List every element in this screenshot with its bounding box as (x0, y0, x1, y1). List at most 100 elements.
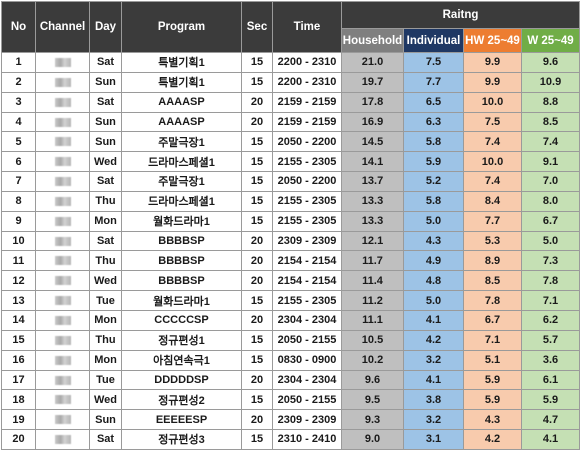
cell-individual: 6.3 (403, 111, 464, 133)
cell-channel (35, 429, 90, 450)
cell-household: 14.5 (341, 131, 404, 153)
cell-day: Sun (89, 131, 122, 153)
cell-time: 2155 - 2305 (272, 190, 342, 212)
redacted-channel-logo (54, 97, 71, 107)
cell-hw-25-49: 4.3 (463, 409, 522, 431)
redacted-channel-logo (54, 196, 71, 206)
cell-channel (35, 230, 90, 252)
cell-channel (35, 349, 90, 371)
cell-w-25-49: 4.7 (520, 409, 581, 431)
table-row: 18 Wed 정규편성2 15 2050 - 2155 9.5 3.8 5.9 5.9 (1, 389, 581, 411)
cell-sec: 15 (241, 52, 273, 73)
cell-sec: 20 (241, 250, 273, 272)
cell-program: 특별기획1 (121, 71, 242, 93)
cell-channel (35, 309, 90, 331)
table-row: 8 Thu 드라마스페셜1 15 2155 - 2305 13.3 5.8 8.4 8.0 (1, 190, 581, 212)
redacted-channel-logo (54, 415, 71, 425)
table-row: 10 Sat BBBBSP 20 2309 - 2309 12.1 4.3 5.3 5.0 (1, 230, 581, 252)
cell-individual: 3.2 (403, 349, 464, 371)
cell-day: Sat (89, 171, 122, 192)
cell-hw-25-49: 7.7 (463, 210, 522, 232)
cell-household: 13.3 (341, 210, 404, 232)
cell-household: 17.8 (341, 91, 404, 113)
redacted-channel-logo (54, 77, 71, 87)
cell-no: 20 (1, 429, 36, 450)
cell-sec: 15 (241, 329, 273, 351)
cell-program: DDDDDSP (121, 369, 242, 391)
cell-sec: 15 (241, 151, 273, 173)
cell-w-25-49: 5.7 (520, 329, 581, 351)
cell-w-25-49: 7.8 (520, 270, 581, 292)
cell-time: 2050 - 2200 (272, 131, 342, 153)
cell-program: 주말극장1 (121, 171, 242, 192)
cell-no: 2 (1, 71, 36, 93)
cell-household: 11.4 (341, 270, 404, 292)
cell-no: 6 (1, 151, 36, 173)
redacted-channel-logo (54, 58, 71, 68)
cell-time: 2050 - 2200 (272, 171, 342, 192)
cell-day: Mon (89, 210, 122, 232)
redacted-channel-logo (54, 236, 71, 246)
cell-household: 13.7 (341, 171, 404, 192)
cell-time: 2200 - 2310 (272, 52, 342, 73)
cell-individual: 7.5 (403, 52, 464, 73)
cell-channel (35, 111, 90, 133)
cell-hw-25-49: 9.9 (463, 71, 522, 93)
cell-individual: 5.2 (403, 171, 464, 192)
cell-program: 드라마스페셜1 (121, 190, 242, 212)
header-channel: Channel (35, 1, 90, 53)
cell-hw-25-49: 5.1 (463, 349, 522, 371)
cell-w-25-49: 6.7 (520, 210, 581, 232)
cell-w-25-49: 8.5 (520, 111, 581, 133)
table-row: 20 Sat 정규편성3 15 2310 - 2410 9.0 3.1 4.2 4.1 (1, 429, 581, 450)
cell-no: 13 (1, 290, 36, 311)
cell-time: 2310 - 2410 (272, 429, 342, 450)
cell-sec: 15 (241, 290, 273, 311)
cell-w-25-49: 4.1 (520, 429, 581, 450)
table-row: 2 Sun 특별기획1 15 2200 - 2310 19.7 7.7 9.9 10.9 (1, 71, 581, 93)
cell-time: 2155 - 2305 (272, 151, 342, 173)
cell-channel (35, 71, 90, 93)
cell-channel (35, 190, 90, 212)
cell-day: Tue (89, 369, 122, 391)
cell-hw-25-49: 4.2 (463, 429, 522, 450)
redacted-channel-logo (54, 157, 71, 167)
cell-day: Mon (89, 349, 122, 371)
cell-day: Sun (89, 111, 122, 133)
cell-individual: 5.0 (403, 210, 464, 232)
cell-no: 15 (1, 329, 36, 351)
cell-time: 2304 - 2304 (272, 369, 342, 391)
table-row: 6 Wed 드라마스페셜1 15 2155 - 2305 14.1 5.9 10.0 9.1 (1, 151, 581, 173)
cell-individual: 4.1 (403, 369, 464, 391)
cell-time: 0830 - 0900 (272, 349, 342, 371)
cell-channel (35, 270, 90, 292)
cell-no: 7 (1, 171, 36, 192)
cell-household: 9.6 (341, 369, 404, 391)
redacted-channel-logo (54, 256, 71, 266)
cell-channel (35, 210, 90, 232)
cell-household: 10.5 (341, 329, 404, 351)
cell-program: 정규편성2 (121, 389, 242, 411)
table-row: 4 Sun AAAASP 20 2159 - 2159 16.9 6.3 7.5 8.5 (1, 111, 581, 133)
cell-day: Wed (89, 151, 122, 173)
table-row: 14 Mon CCCCCSP 20 2304 - 2304 11.1 4.1 6.7 6.2 (1, 309, 581, 331)
cell-sec: 15 (241, 190, 273, 212)
redacted-channel-logo (54, 177, 71, 187)
header-household: Household (341, 28, 404, 53)
cell-channel (35, 409, 90, 431)
cell-program: 드라마스페셜1 (121, 151, 242, 173)
cell-w-25-49: 7.0 (520, 171, 581, 192)
cell-household: 11.7 (341, 250, 404, 272)
table-row: 16 Mon 아침연속극1 15 0830 - 0900 10.2 3.2 5.1 3.6 (1, 349, 581, 371)
cell-sec: 15 (241, 71, 273, 93)
cell-program: BBBBSP (121, 230, 242, 252)
cell-individual: 5.0 (403, 290, 464, 311)
cell-hw-25-49: 10.0 (463, 91, 522, 113)
cell-individual: 5.8 (403, 190, 464, 212)
cell-time: 2200 - 2310 (272, 71, 342, 93)
cell-channel (35, 329, 90, 351)
cell-sec: 15 (241, 131, 273, 153)
redacted-channel-logo (54, 137, 71, 147)
cell-day: Wed (89, 270, 122, 292)
cell-w-25-49: 7.3 (520, 250, 581, 272)
